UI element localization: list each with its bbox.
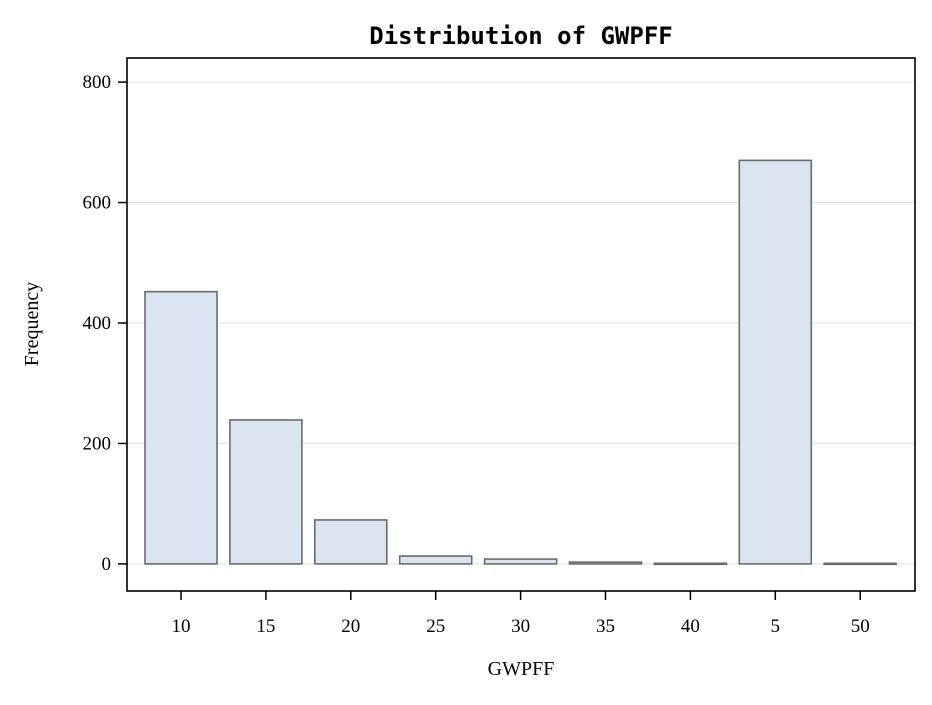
y-tick-label: 600 — [83, 193, 112, 214]
bar-5 — [738, 159, 813, 565]
chart-title: Distribution of GWPFF — [369, 22, 672, 50]
bar-10 — [144, 290, 218, 565]
x-axis: 10 15 20 25 30 35 40 5 50 — [172, 591, 870, 637]
x-axis-label: GWPFF — [488, 658, 555, 680]
x-tick-label: 15 — [256, 616, 275, 637]
bar-35 — [568, 561, 643, 565]
y-tick-label: 0 — [102, 554, 112, 575]
y-tick-label: 800 — [83, 72, 112, 93]
bar-15 — [229, 419, 303, 565]
bar-40 — [653, 562, 728, 566]
bars — [144, 159, 898, 566]
bar-30 — [483, 558, 558, 565]
y-tick-label: 200 — [83, 433, 112, 454]
y-axis: 0 200 400 600 800 — [83, 72, 127, 575]
x-tick-label: 10 — [172, 616, 191, 637]
x-tick-label: 30 — [511, 616, 530, 637]
bar-25 — [398, 555, 473, 565]
x-tick-label: 35 — [596, 616, 615, 637]
x-tick-label: 5 — [771, 616, 781, 637]
x-tick-label: 25 — [426, 616, 445, 637]
bar-20 — [313, 519, 388, 565]
y-axis-label: Frequency — [21, 282, 43, 366]
x-tick-label: 40 — [681, 616, 700, 637]
x-tick-label: 50 — [851, 616, 870, 637]
y-tick-label: 400 — [83, 313, 112, 334]
bar-50 — [823, 562, 898, 566]
x-tick-label: 20 — [341, 616, 360, 637]
